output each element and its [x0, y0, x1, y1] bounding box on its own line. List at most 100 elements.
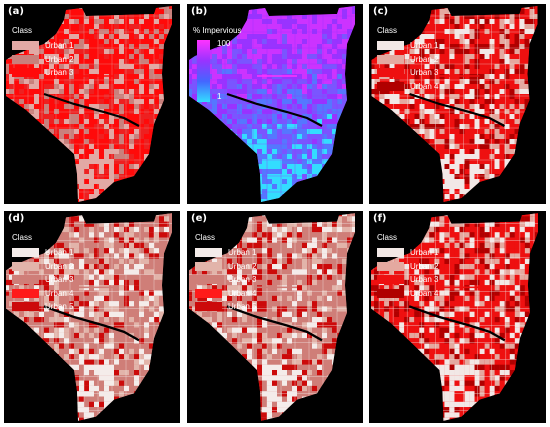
- map-cell: [419, 49, 425, 54]
- map-cell: [39, 221, 44, 227]
- map-cell: [59, 124, 64, 129]
- map-cell: [222, 14, 227, 19]
- map-cell: [479, 184, 485, 189]
- map-cell: [64, 129, 69, 134]
- map-cell: [124, 84, 129, 89]
- map-cell: [404, 99, 410, 104]
- map-cell: [227, 114, 232, 119]
- map-cell: [227, 174, 232, 179]
- map-cell: [297, 174, 302, 179]
- map-cell: [252, 49, 257, 54]
- map-cell: [464, 124, 470, 129]
- map-cell: [89, 154, 94, 159]
- map-cell: [282, 34, 287, 39]
- map-cell: [439, 54, 445, 59]
- map-cell: [154, 213, 159, 217]
- map-cell: [302, 119, 307, 124]
- impervious-map: [189, 6, 363, 202]
- map-cell: [529, 194, 535, 199]
- map-cell: [237, 134, 242, 139]
- map-cell: [524, 19, 530, 24]
- map-cell: [94, 149, 99, 154]
- map-cell: [14, 134, 19, 139]
- map-cell: [242, 44, 247, 49]
- map-cell: [534, 134, 538, 139]
- map-cell: [322, 64, 327, 69]
- map-cell: [64, 232, 69, 238]
- map-cell: [49, 189, 54, 194]
- map-cell: [164, 199, 169, 202]
- map-cell: [337, 29, 342, 34]
- map-cell: [169, 29, 172, 34]
- map-cell: [524, 84, 530, 89]
- map-cell: [362, 9, 363, 14]
- map-cell: [134, 74, 139, 79]
- map-cell: [474, 154, 480, 159]
- map-cell: [429, 59, 435, 64]
- map-cell: [144, 6, 149, 9]
- map-cell: [459, 69, 465, 74]
- map-cell: [434, 44, 440, 49]
- map-cell: [149, 59, 154, 64]
- map-cell: [174, 54, 179, 59]
- map-cell: [119, 253, 124, 259]
- map-cell: [164, 14, 169, 19]
- map-cell: [69, 74, 74, 79]
- map-cell: [414, 84, 420, 89]
- map-cell: [424, 49, 430, 54]
- map-cell: [49, 134, 54, 139]
- map-cell: [222, 159, 227, 164]
- map-cell: [59, 19, 64, 24]
- map-cell: [347, 79, 352, 84]
- map-cell: [439, 154, 445, 159]
- map-cell: [34, 216, 39, 222]
- map-cell: [479, 79, 485, 84]
- map-cell: [104, 221, 109, 227]
- map-cell: [499, 114, 505, 119]
- map-cell: [489, 54, 495, 59]
- map-cell: [371, 129, 375, 134]
- map-cell: [287, 44, 292, 49]
- map-cell: [154, 84, 159, 89]
- map-cell: [19, 169, 24, 174]
- map-cell: [124, 216, 129, 222]
- map-cell: [14, 154, 19, 159]
- map-cell: [322, 189, 327, 194]
- map-cell: [272, 89, 277, 94]
- map-cell: [164, 248, 169, 254]
- map-cell: [99, 9, 104, 14]
- map-cell: [524, 144, 530, 149]
- map-cell: [59, 213, 64, 217]
- map-cell: [489, 34, 495, 39]
- map-cell: [79, 154, 84, 159]
- map-cell: [519, 194, 525, 199]
- map-cell: [302, 199, 307, 202]
- map-cell: [99, 84, 104, 89]
- map-cell: [327, 19, 332, 24]
- map-cell: [509, 119, 515, 124]
- map-cell: [139, 44, 144, 49]
- map-cell: [44, 226, 49, 233]
- map-cell: [371, 24, 375, 29]
- map-cell: [202, 104, 207, 109]
- map-cell: [74, 109, 79, 114]
- map-cell: [384, 19, 390, 24]
- map-cell: [247, 124, 252, 129]
- map-cell: [444, 184, 450, 189]
- map-cell: [322, 14, 327, 19]
- map-cell: [6, 144, 9, 149]
- map-cell: [174, 149, 179, 154]
- map-cell: [44, 114, 49, 119]
- map-cell: [449, 24, 455, 29]
- map-cell: [504, 134, 510, 139]
- map-cell: [534, 164, 538, 169]
- map-cell: [169, 144, 172, 149]
- map-cell: [257, 199, 262, 202]
- map-cell: [297, 6, 302, 9]
- map-cell: [509, 99, 515, 104]
- map-cell: [399, 174, 405, 179]
- map-cell: [514, 129, 520, 134]
- map-cell: [352, 149, 355, 154]
- map-cell: [434, 179, 440, 184]
- map-cell: [434, 104, 440, 109]
